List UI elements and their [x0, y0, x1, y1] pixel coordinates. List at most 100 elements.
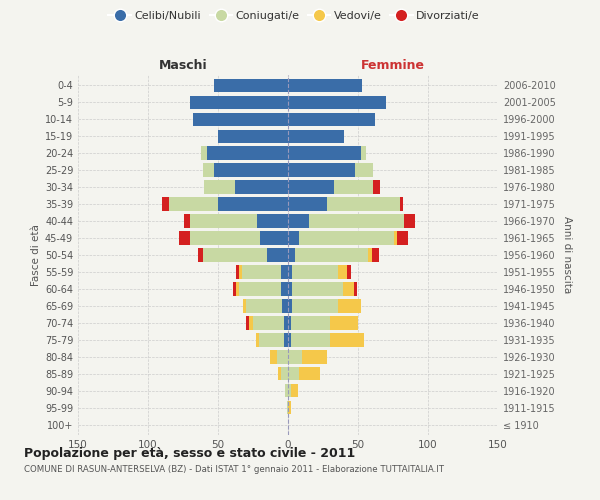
Bar	[214, 78, 288, 92]
Bar	[169, 198, 218, 210]
Bar	[283, 300, 288, 312]
Bar	[259, 334, 284, 346]
Bar	[281, 367, 288, 380]
Bar	[347, 266, 351, 278]
Bar	[397, 232, 409, 244]
Bar	[246, 300, 283, 312]
Bar	[338, 300, 361, 312]
Bar	[372, 248, 379, 262]
Bar	[246, 316, 249, 330]
Bar	[239, 282, 281, 296]
Bar	[256, 334, 259, 346]
Bar	[242, 266, 281, 278]
Bar	[288, 164, 355, 176]
Bar	[253, 316, 284, 330]
Bar	[343, 282, 354, 296]
Bar	[179, 232, 190, 244]
Bar	[288, 350, 302, 364]
Bar	[295, 248, 368, 262]
Bar	[288, 334, 291, 346]
Bar	[260, 232, 288, 244]
Text: Maschi: Maschi	[158, 58, 208, 71]
Bar	[302, 350, 327, 364]
Bar	[288, 282, 292, 296]
Bar	[190, 232, 260, 244]
Bar	[239, 266, 242, 278]
Bar	[292, 300, 338, 312]
Bar	[270, 350, 277, 364]
Bar	[394, 232, 397, 244]
Bar	[288, 214, 309, 228]
Bar	[236, 282, 239, 296]
Bar	[284, 316, 288, 330]
Bar	[291, 384, 298, 398]
Bar	[288, 367, 299, 380]
Text: COMUNE DI RASUN-ANTERSELVA (BZ) - Dati ISTAT 1° gennaio 2011 - Elaborazione TUTT: COMUNE DI RASUN-ANTERSELVA (BZ) - Dati I…	[24, 466, 444, 474]
Bar	[190, 214, 257, 228]
Bar	[288, 112, 375, 126]
Bar	[162, 198, 169, 210]
Bar	[288, 316, 291, 330]
Bar	[233, 282, 236, 296]
Bar	[267, 248, 288, 262]
Text: Femmine: Femmine	[361, 58, 425, 71]
Bar	[288, 266, 292, 278]
Bar	[288, 96, 386, 109]
Bar	[218, 130, 288, 143]
Bar	[288, 130, 344, 143]
Bar	[277, 350, 288, 364]
Bar	[368, 248, 372, 262]
Bar	[218, 198, 288, 210]
Bar	[214, 164, 288, 176]
Bar	[288, 300, 292, 312]
Bar	[288, 401, 291, 414]
Y-axis label: Anni di nascita: Anni di nascita	[562, 216, 572, 294]
Bar	[309, 214, 404, 228]
Bar	[204, 180, 235, 194]
Bar	[404, 214, 415, 228]
Bar	[257, 214, 288, 228]
Bar	[201, 146, 207, 160]
Bar	[361, 146, 367, 160]
Bar	[249, 316, 253, 330]
Bar	[190, 96, 288, 109]
Bar	[284, 334, 288, 346]
Bar	[288, 146, 361, 160]
Bar	[184, 214, 190, 228]
Bar	[334, 180, 373, 194]
Bar	[193, 112, 288, 126]
Bar	[288, 248, 295, 262]
Bar	[281, 282, 288, 296]
Bar	[291, 316, 330, 330]
Bar	[287, 401, 288, 414]
Bar	[355, 164, 373, 176]
Bar	[327, 198, 400, 210]
Legend: Celibi/Nubili, Coniugati/e, Vedovi/e, Divorziati/e: Celibi/Nubili, Coniugati/e, Vedovi/e, Di…	[104, 6, 484, 26]
Bar	[236, 266, 239, 278]
Text: Popolazione per età, sesso e stato civile - 2011: Popolazione per età, sesso e stato civil…	[24, 448, 355, 460]
Bar	[291, 334, 330, 346]
Bar	[285, 384, 288, 398]
Bar	[207, 146, 288, 160]
Bar	[288, 198, 327, 210]
Bar	[288, 180, 334, 194]
Bar	[299, 367, 320, 380]
Bar	[299, 232, 394, 244]
Bar	[288, 384, 291, 398]
Bar	[288, 232, 299, 244]
Bar	[288, 78, 362, 92]
Bar	[235, 180, 288, 194]
Bar	[354, 282, 356, 296]
Bar	[278, 367, 281, 380]
Bar	[330, 334, 364, 346]
Bar	[373, 180, 380, 194]
Bar	[203, 164, 214, 176]
Bar	[199, 248, 203, 262]
Bar	[281, 266, 288, 278]
Bar	[292, 266, 338, 278]
Bar	[292, 282, 343, 296]
Bar	[330, 316, 358, 330]
Y-axis label: Fasce di età: Fasce di età	[31, 224, 41, 286]
Bar	[243, 300, 246, 312]
Bar	[400, 198, 403, 210]
